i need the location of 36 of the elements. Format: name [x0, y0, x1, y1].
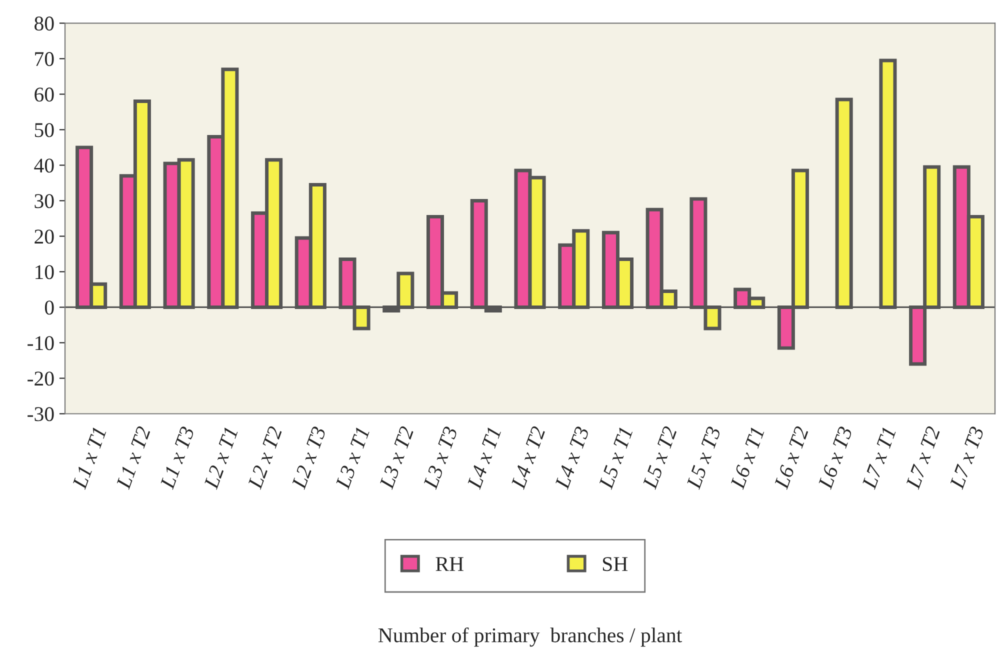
y-tick-label: 40 [34, 158, 54, 173]
x-tick-label: L1 x T2 [116, 426, 151, 490]
x-tick-label: L6 x T2 [774, 426, 809, 490]
legend-label: SH [602, 557, 628, 572]
x-tick-label: L5 x T3 [686, 426, 722, 490]
y-tick-label: 60 [34, 88, 54, 102]
y-tick-label: -10 [28, 336, 54, 350]
x-tick-label: L2 x T2 [248, 426, 282, 490]
y-tick-label: 50 [34, 123, 54, 138]
y-tick-label: 10 [36, 265, 54, 280]
x-tick-label: L4 x T1 [466, 427, 501, 490]
legend-label: RH [436, 557, 464, 571]
x-tick-label: L3 x T3 [423, 426, 458, 490]
x-tick-label: L2 x T3 [291, 426, 326, 490]
x-tick-label: L7 x T2 [906, 426, 940, 490]
x-tick-label: L1 x T1 [72, 427, 106, 490]
x-tick-label: L7 x T1 [862, 427, 896, 490]
x-tick-label: L4 x T3 [554, 426, 590, 490]
x-tick-label: L5 x T1 [598, 427, 633, 490]
x-tick-label: L2 x T1 [204, 427, 238, 490]
x-tick-label: L5 x T2 [642, 426, 678, 490]
y-tick-label: 80 [34, 16, 54, 31]
y-tick-label: 0 [44, 300, 54, 315]
x-tick-label: L7 x T3 [949, 426, 984, 490]
x-tick-label: L3 x T1 [335, 427, 370, 490]
y-tick-label: -30 [28, 407, 54, 422]
x-tick-label: L1 x T3 [160, 426, 195, 490]
x-tick-label: L4 x T2 [510, 426, 546, 490]
y-tick-label: 70 [35, 52, 54, 66]
y-tick-label: 20 [34, 230, 54, 244]
text: Number of primary branches / plant [378, 627, 682, 647]
x-tick-label: L3 x T2 [379, 426, 414, 490]
x-tick-label: L6 x T1 [730, 427, 764, 490]
x-tick-label: L6 x T3 [818, 426, 853, 490]
y-tick-label: 30 [34, 194, 54, 208]
y-tick-label: -20 [28, 372, 54, 386]
